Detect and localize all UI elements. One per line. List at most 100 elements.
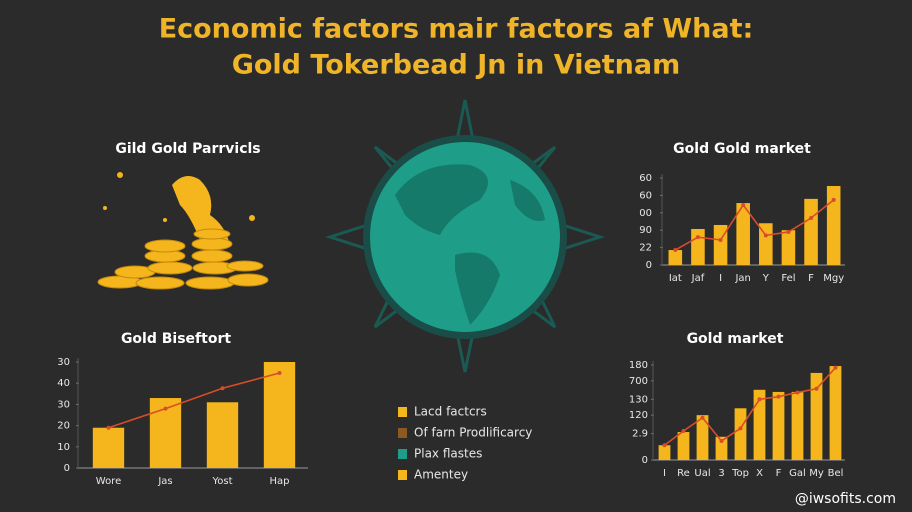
line-point: [738, 426, 743, 431]
y-tick-label: 30: [57, 357, 70, 368]
bar: [677, 432, 690, 460]
line-point: [700, 415, 705, 420]
line-point: [809, 216, 814, 221]
y-tick-label: 130: [629, 394, 648, 405]
line-point: [220, 386, 225, 391]
line-point: [831, 197, 836, 202]
x-tick-label: Yost: [211, 476, 232, 487]
illustration-label: Gild Gold Parrvicls: [115, 141, 260, 157]
legend-label: Amentey: [414, 468, 468, 482]
y-tick-label: 30: [57, 399, 70, 410]
chart-title: Gold Gold market: [673, 141, 811, 157]
x-tick-label: F: [776, 468, 782, 479]
watermark: @iwsofits.com: [795, 491, 896, 507]
bar: [810, 372, 823, 460]
line-point: [106, 425, 111, 430]
bar: [696, 415, 709, 460]
bar: [658, 445, 671, 460]
y-tick-label: 120: [629, 410, 648, 421]
x-tick-label: Iat: [669, 273, 682, 284]
legend-swatch: [398, 449, 407, 459]
x-tick-label: X: [756, 468, 763, 479]
x-tick-label: Ual: [694, 468, 710, 479]
x-tick-label: I: [663, 468, 666, 479]
bar: [753, 389, 766, 460]
y-tick-label: 90: [639, 225, 652, 236]
y-tick-label: 20: [57, 421, 70, 432]
line-point: [662, 443, 667, 448]
bar: [759, 223, 773, 265]
line-point: [695, 235, 700, 240]
bar: [715, 436, 728, 460]
line-point: [719, 439, 724, 443]
line: [664, 367, 837, 446]
y-tick-label: 22: [639, 243, 652, 254]
x-tick-label: Top: [731, 468, 749, 479]
y-tick-label: 0: [642, 455, 648, 466]
x-tick-label: My: [809, 468, 824, 479]
coins-illustration: [97, 172, 269, 290]
bar: [736, 203, 750, 265]
bar: [734, 408, 747, 460]
y-tick-label: 60: [639, 173, 652, 184]
line-point: [786, 229, 791, 234]
y-tick-label: 40: [57, 378, 70, 389]
x-tick-label: Bel: [828, 468, 844, 479]
line-point: [763, 233, 768, 238]
y-tick-label: 2.9: [632, 429, 648, 440]
x-tick-label: Jas: [157, 476, 172, 487]
main-title: Economic factors mair factors af What:: [159, 14, 754, 45]
y-tick-label: 10: [57, 442, 70, 453]
x-tick-label: I: [719, 273, 722, 284]
bar: [781, 230, 796, 265]
x-tick-label: 3: [718, 468, 724, 479]
line-point: [681, 428, 686, 433]
bar: [263, 362, 296, 468]
line-point: [814, 386, 819, 391]
x-tick-label: Gal: [789, 468, 806, 479]
bar: [691, 228, 705, 265]
legend-swatch: [398, 470, 407, 480]
y-tick-label: 700: [629, 376, 648, 387]
globe-illustration: [325, 99, 605, 373]
bar: [772, 391, 785, 460]
x-tick-label: Hap: [270, 476, 290, 487]
x-tick-label: Jan: [734, 273, 750, 284]
y-tick-label: 180: [629, 360, 648, 371]
line: [108, 372, 280, 429]
x-tick-label: Mgy: [823, 273, 844, 284]
line-point: [718, 237, 723, 242]
bar: [791, 391, 804, 460]
legend-swatch: [398, 428, 407, 438]
x-tick-label: Y: [762, 273, 770, 284]
legend-label: Of farn Prodlificarcy: [414, 426, 532, 440]
line-point: [163, 406, 168, 411]
chart-title: Gold market: [687, 331, 784, 347]
line-point: [795, 390, 800, 395]
line-point: [833, 365, 838, 370]
y-tick-label: 0: [646, 260, 652, 271]
bar: [829, 366, 842, 460]
bar: [826, 186, 841, 265]
line-point: [741, 202, 746, 207]
line: [674, 199, 835, 251]
line-point: [277, 371, 282, 376]
y-tick-label: 0: [64, 463, 70, 474]
x-tick-label: Jaf: [691, 273, 705, 284]
bar: [668, 250, 683, 265]
line-point: [757, 397, 762, 402]
main-title: Gold Tokerbead Jn in Vietnam: [232, 50, 681, 81]
bar: [713, 224, 728, 265]
chart-title: Gold Biseftort: [121, 331, 231, 347]
x-tick-label: F: [808, 273, 814, 284]
x-tick-label: Fel: [781, 273, 795, 284]
y-tick-label: 00: [639, 208, 652, 219]
x-tick-label: Re: [677, 468, 690, 479]
y-tick-label: 60: [639, 190, 652, 201]
bar: [804, 198, 818, 265]
line-point: [776, 394, 781, 399]
bar: [206, 402, 239, 468]
legend-label: Plax flastes: [414, 447, 482, 461]
line-point: [673, 248, 678, 253]
